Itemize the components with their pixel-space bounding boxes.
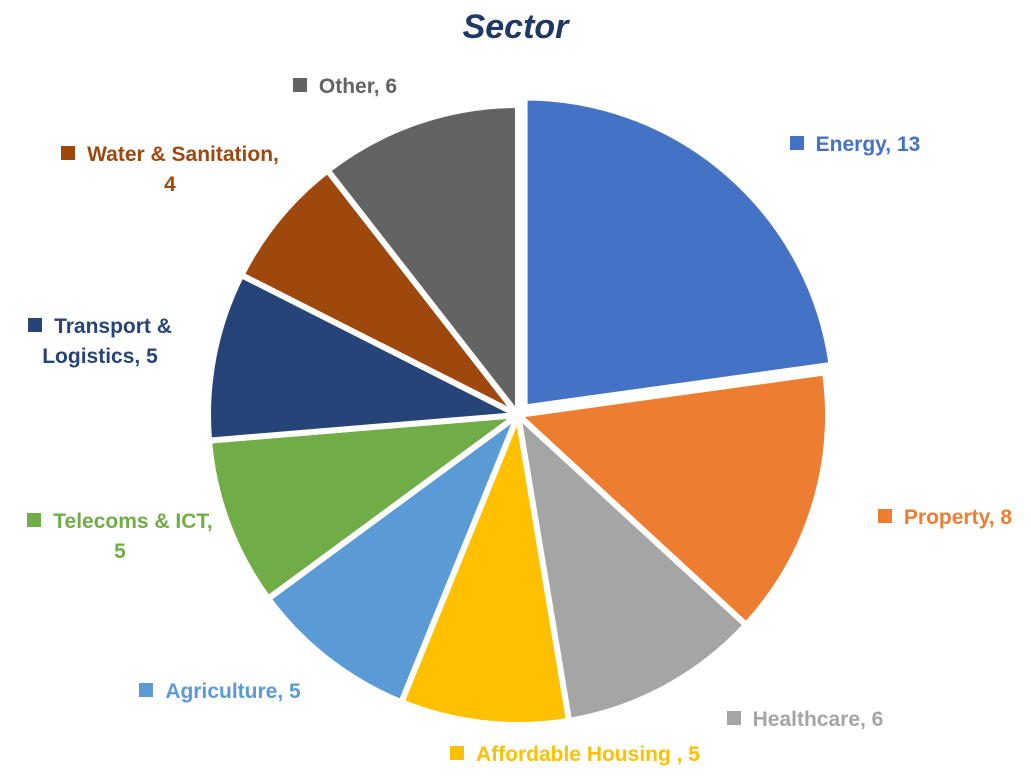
label-text: Property, 8 [903, 506, 1013, 529]
legend-marker [292, 78, 307, 92]
data-label: Transport & Logistics, 5 [0, 312, 200, 372]
pie-slice [206, 412, 521, 602]
pie-slice [515, 369, 831, 628]
legend-marker [789, 136, 804, 150]
label-text: Agriculture, 5 [165, 680, 301, 703]
pie-slice [238, 167, 521, 418]
data-label: Water & Sanitation, 4 [55, 140, 285, 200]
pie-slice [324, 102, 521, 418]
data-label: Other, 6 [265, 72, 425, 102]
label-text: Transport & Logistics, 5 [42, 315, 172, 368]
data-label: Affordable Housing , 5 [405, 740, 745, 770]
pie-slice [521, 94, 835, 411]
data-label: Energy, 13 [755, 130, 955, 160]
pie-slice [398, 412, 573, 728]
label-text: Telecoms & ICT, 5 [53, 510, 213, 563]
label-text: Energy, 13 [815, 133, 921, 156]
data-label: Property, 8 [850, 503, 1031, 533]
legend-marker [61, 146, 76, 160]
label-text: Affordable Housing , 5 [475, 743, 700, 766]
pie-slice [265, 412, 521, 706]
data-label: Agriculture, 5 [100, 677, 340, 707]
pie-slice [515, 412, 750, 724]
legend-marker [726, 711, 741, 725]
chart-title: Sector [462, 8, 569, 46]
label-text: Healthcare, 6 [752, 708, 884, 731]
data-label: Healthcare, 6 [695, 705, 915, 735]
legend-marker [449, 746, 464, 760]
legend-marker [877, 509, 892, 523]
legend-marker [28, 318, 43, 332]
data-label: Telecoms & ICT, 5 [20, 507, 220, 567]
legend-marker [139, 683, 154, 697]
pie-slice [205, 272, 521, 444]
label-text: Other, 6 [318, 75, 398, 98]
label-text: Water & Sanitation, 4 [87, 143, 279, 196]
legend-marker [27, 513, 42, 527]
